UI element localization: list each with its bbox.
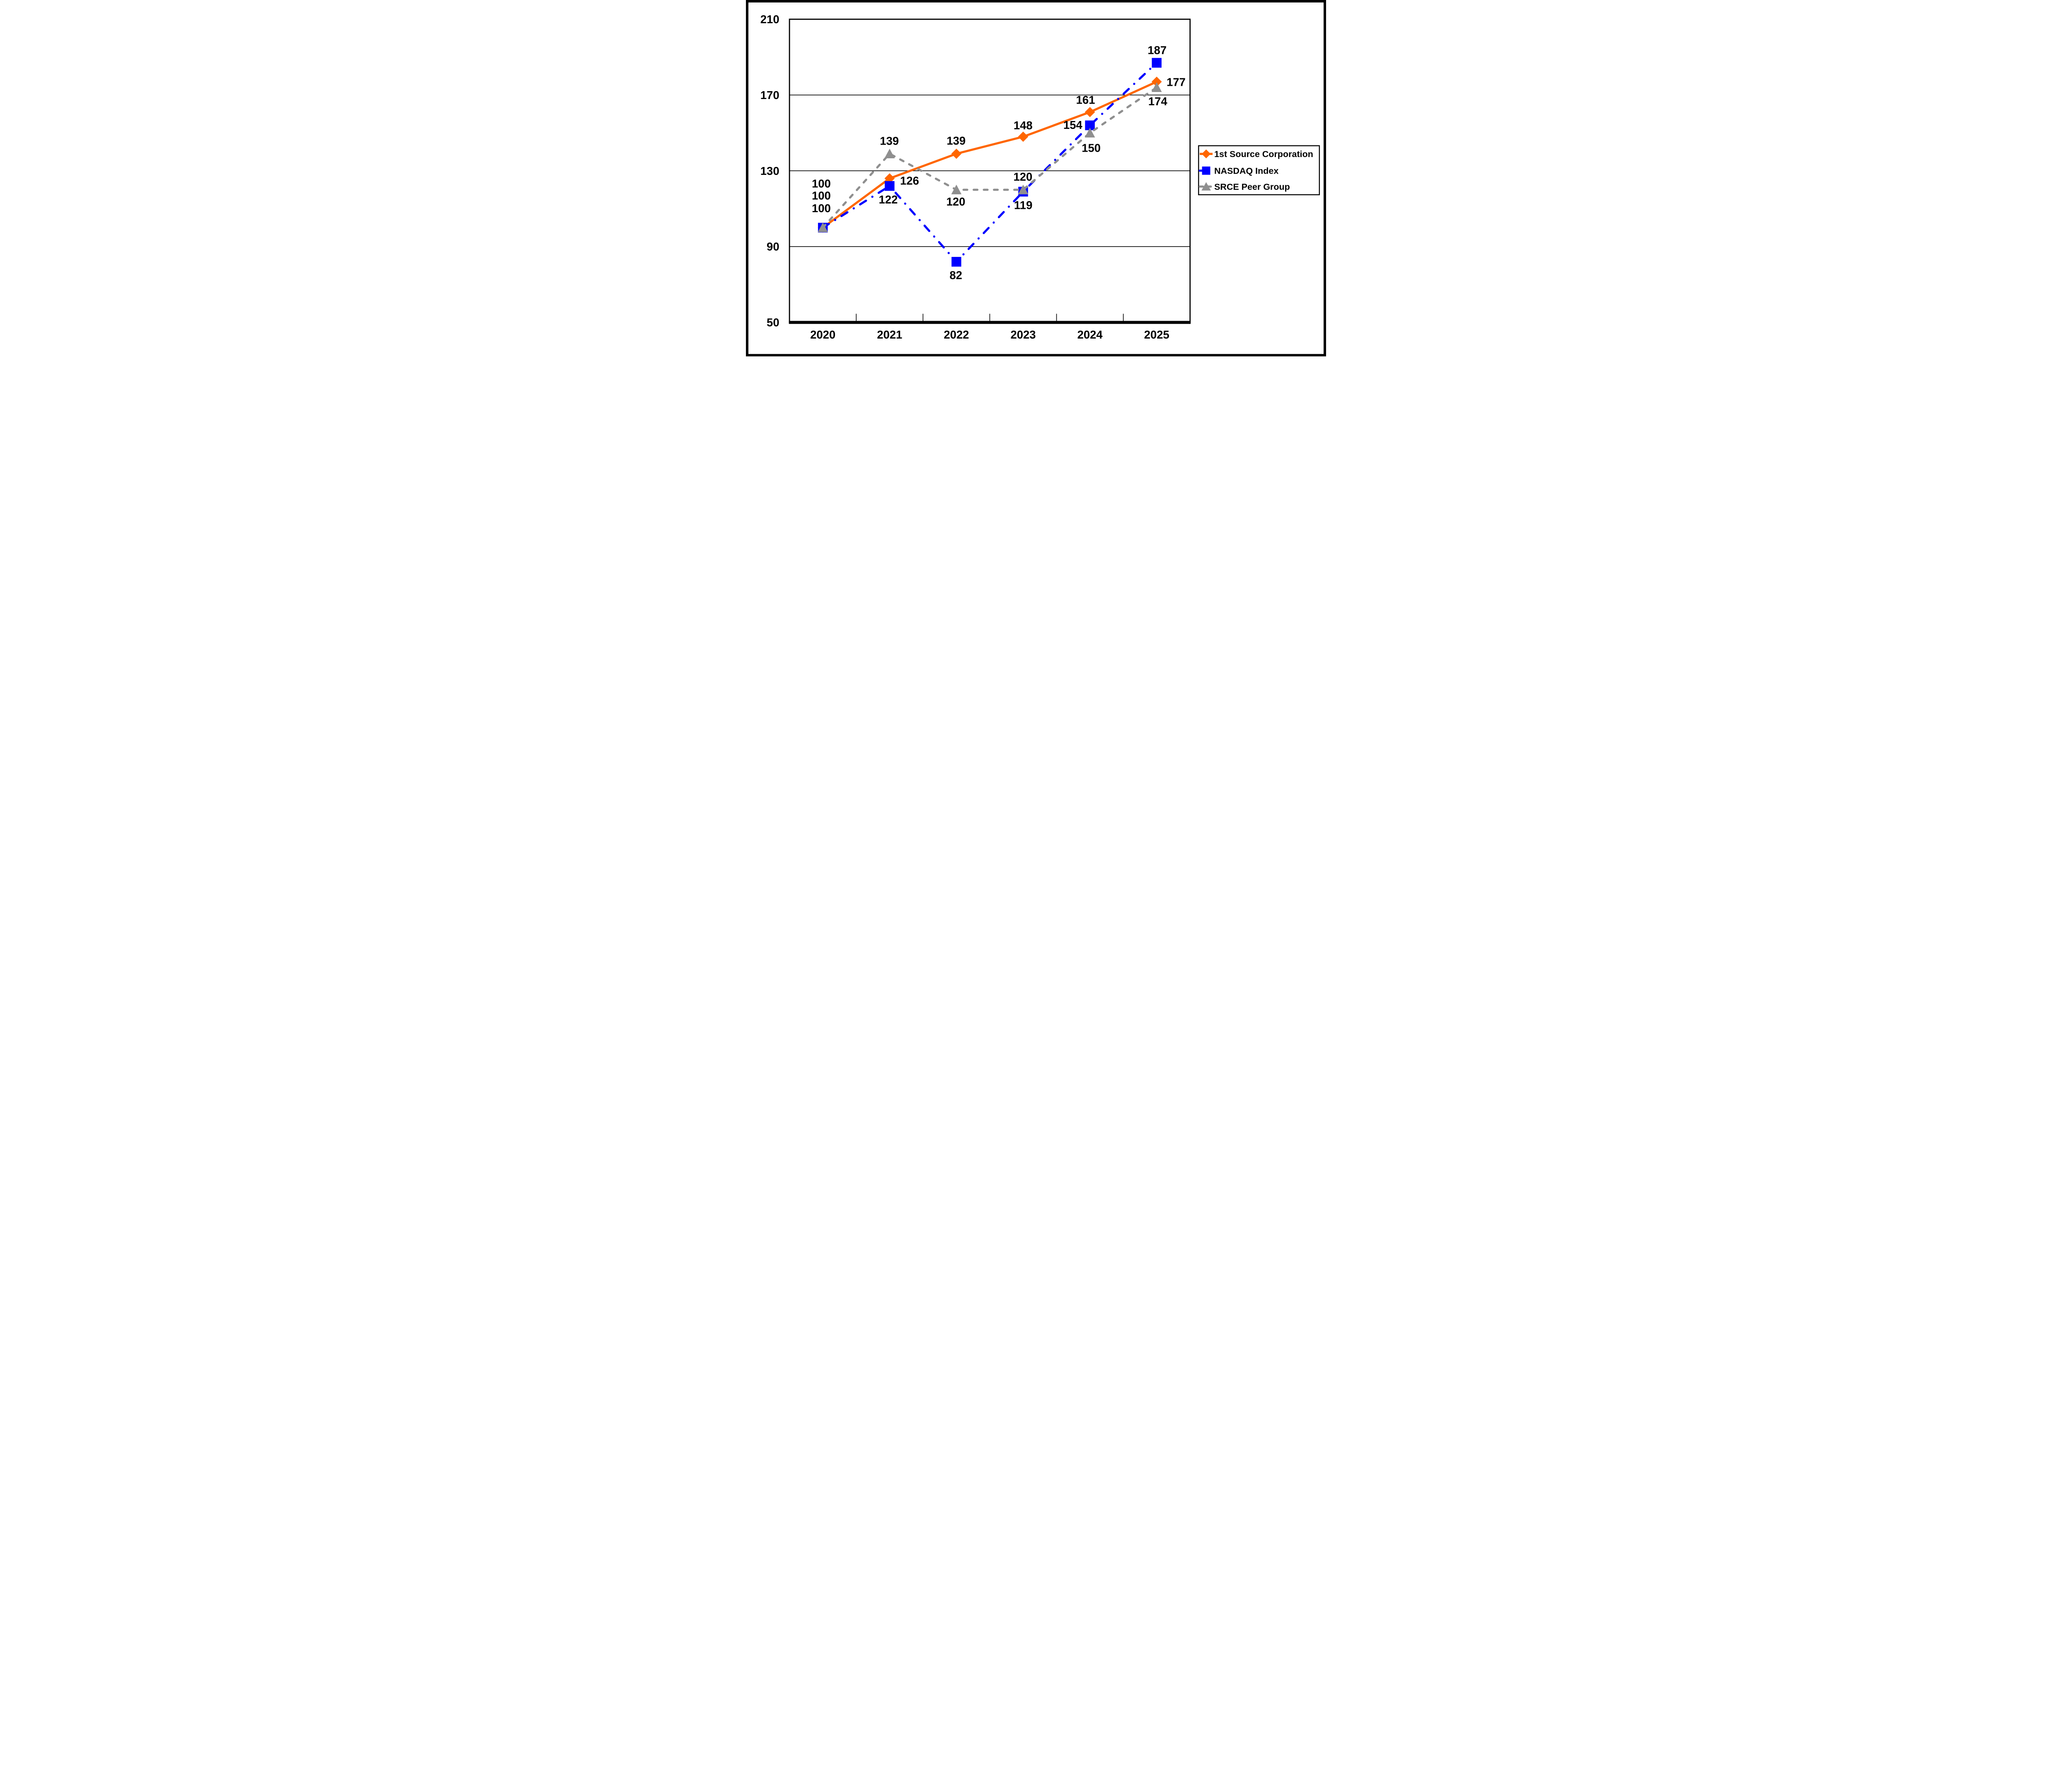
x-tick-label-2021: 2021	[877, 328, 902, 341]
data-label-nasdaq-index-2020: 100	[812, 189, 831, 202]
performance-line-chart: 100 126 139 148 161 177 100 122 82 119 154 187 100 13…	[746, 0, 1326, 357]
chart-page: 100 126 139 148 161 177 100 122 82 119 154 187 100 13…	[746, 0, 1326, 357]
data-label-srce-peer-group-2020: 100	[812, 202, 831, 215]
triangle-marker	[884, 148, 895, 158]
data-label-1st-source-corporation-2022: 139	[946, 134, 966, 147]
data-label-1st-source-corporation-2020: 100	[812, 177, 831, 190]
data-label-1st-source-corporation-2021: 126	[900, 174, 919, 187]
data-label-nasdaq-index-2021: 122	[879, 193, 898, 206]
data-labels: 100 126 139 148 161 177 100 122 82 119 154 187 100 13…	[812, 44, 1186, 281]
x-tick-label-2022: 2022	[944, 328, 969, 341]
legend-label-srce-peer: SRCE Peer Group	[1214, 182, 1290, 192]
diamond-marker	[1084, 107, 1095, 117]
triangle-marker	[1151, 82, 1162, 92]
diamond-marker	[951, 148, 962, 159]
triangle-marker	[951, 184, 962, 194]
line-srce-peer-group	[822, 86, 1158, 229]
outer-frame	[746, 0, 1326, 357]
legend-item-srce-peer-group: SRCE Peer Group	[1198, 182, 1290, 192]
y-tick-label-210: 210	[760, 13, 779, 26]
data-label-1st-source-corporation-2025: 177	[1167, 76, 1186, 89]
triangle-marker	[1018, 184, 1029, 194]
legend: 1st Source Corporation NASDAQ Index SRCE…	[1198, 145, 1320, 196]
data-label-srce-peer-group-2024: 150	[1082, 142, 1101, 155]
y-tick-label-90: 90	[767, 240, 779, 253]
square-marker	[1085, 120, 1095, 131]
triangle-marker	[1084, 128, 1095, 138]
x-tick-label-2023: 2023	[1010, 328, 1036, 341]
y-tick-label-50: 50	[767, 316, 779, 329]
data-label-nasdaq-index-2023: 119	[1014, 198, 1032, 211]
line-nasdaq-index	[822, 61, 1158, 263]
legend-label-nasdaq: NASDAQ Index	[1214, 166, 1278, 176]
y-tick-label-130: 130	[760, 165, 779, 177]
diamond-marker	[1018, 131, 1029, 142]
series-lines-and-markers	[818, 58, 1162, 267]
legend-box	[1198, 145, 1320, 196]
square-marker	[1152, 58, 1162, 68]
data-label-1st-source-corporation-2023: 148	[1014, 119, 1033, 132]
legend-square-icon	[1202, 166, 1210, 175]
data-label-1st-source-corporation-2024: 161	[1076, 94, 1095, 106]
gridlines	[789, 94, 1190, 247]
square-marker	[885, 181, 895, 191]
legend-diamond-icon	[1201, 149, 1211, 159]
data-label-srce-peer-group-2021: 139	[880, 135, 899, 148]
square-marker	[951, 257, 961, 267]
data-label-nasdaq-index-2025: 187	[1147, 44, 1167, 56]
y-tick-label-170: 170	[760, 89, 779, 102]
axis-tick-labels: 210 170 130 90 50 2020 2021 2022 2023 2024 2025	[760, 13, 1169, 341]
data-label-srce-peer-group-2023: 120	[1013, 170, 1032, 183]
x-tick-label-2020: 2020	[810, 328, 835, 341]
legend-item-nasdaq-index: NASDAQ Index	[1198, 166, 1278, 176]
legend-triangle-icon	[1201, 182, 1211, 191]
diamond-marker	[1151, 76, 1162, 87]
x-tick-label-2025: 2025	[1144, 328, 1169, 341]
data-label-srce-peer-group-2022: 120	[946, 195, 966, 208]
data-label-nasdaq-index-2024: 154	[1063, 119, 1083, 131]
line-1st-source-corporation	[822, 80, 1157, 229]
data-label-srce-peer-group-2025: 174	[1148, 95, 1168, 108]
x-tick-label-2024: 2024	[1077, 328, 1103, 341]
triangle-marker	[818, 223, 828, 232]
legend-label-1st-source: 1st Source Corporation	[1214, 149, 1313, 159]
legend-item-1st-source-corporation: 1st Source Corporation	[1200, 149, 1313, 159]
data-label-nasdaq-index-2022: 82	[949, 269, 962, 281]
plot-border	[789, 18, 1191, 324]
